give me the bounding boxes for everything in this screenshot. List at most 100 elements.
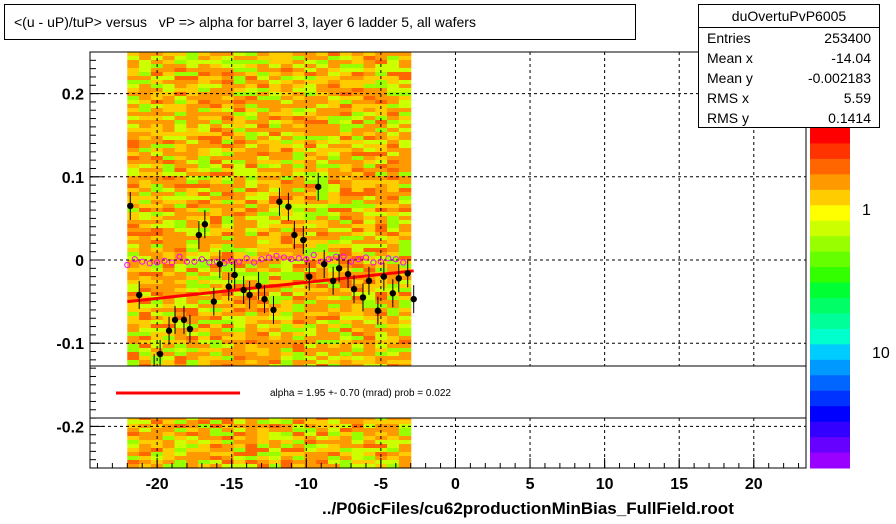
heatmap-cell [221,328,235,333]
heatmap-cell [328,84,341,89]
heatmap-cell [375,92,388,97]
heatmap-cell [387,260,400,265]
heatmap-cell [162,244,176,249]
heatmap-cell [198,80,211,85]
heatmap-cell [316,272,329,277]
heatmap-cell [398,456,412,461]
heatmap-cell [351,192,365,197]
heatmap-cell [174,304,187,309]
heatmap-cell [257,180,270,185]
heatmap-cell [209,324,223,329]
heatmap-cell [162,360,176,365]
heatmap-cell [209,432,223,437]
heatmap-cell [198,176,211,181]
heatmap-cell [269,296,282,301]
heatmap-cell [127,460,140,465]
heatmap-cell [304,104,317,109]
palette-swatch [810,143,850,160]
heatmap-cell [127,440,140,445]
heatmap-cell [387,464,400,469]
heatmap-cell [269,92,282,97]
heatmap-cell [316,88,329,93]
heatmap-cell [387,316,400,321]
heatmap-cell [351,128,365,133]
heatmap-cell [280,324,294,329]
heatmap-cell [139,76,152,81]
heatmap-cell [209,336,223,341]
heatmap-cell [363,136,376,141]
heatmap-cell [174,440,187,445]
heatmap-cell [221,252,235,257]
heatmap-cell [304,228,317,233]
heatmap-cell [245,440,258,445]
heatmap-cell [280,120,294,125]
heatmap-cell [363,236,376,241]
heatmap-cell [328,240,341,245]
data-point [261,295,268,303]
heatmap-cell [209,216,223,221]
heatmap-cell [351,196,365,201]
heatmap-cell [127,220,140,225]
heatmap-cell [245,360,258,365]
heatmap-cell [139,60,152,65]
heatmap-cell [328,440,341,445]
heatmap-cell [162,96,176,101]
heatmap-cell [198,68,211,73]
heatmap-cell [221,148,235,153]
heatmap-cell [209,448,223,453]
data-point [240,286,247,294]
heatmap-cell [351,436,365,441]
heatmap-cell [387,448,400,453]
heatmap-cell [375,312,388,317]
heatmap-cell [387,104,400,109]
heatmap-cell [375,188,388,193]
heatmap-cell [139,184,152,189]
heatmap-cell [245,228,258,233]
heatmap-cell [304,168,317,173]
heatmap-cell [162,120,176,125]
heatmap-cell [233,196,246,201]
heatmap-cell [257,256,270,261]
heatmap-cell [316,136,329,141]
heatmap-cell [351,140,365,145]
heatmap-cell [209,232,223,237]
heatmap-cell [328,204,341,209]
heatmap-cell [280,72,294,77]
heatmap-cell [339,88,353,93]
heatmap-cell [162,176,176,181]
heatmap-cell [280,96,294,101]
heatmap-cell [150,312,164,317]
heatmap-cell [245,240,258,245]
heatmap-cell [269,300,282,305]
heatmap-cell [280,136,294,141]
x-tick-label: 15 [670,476,688,493]
heatmap-cell [245,304,258,309]
heatmap-cell [139,108,152,113]
heatmap-cell [292,244,306,249]
heatmap-cell [127,108,140,113]
heatmap-cell [316,208,329,213]
heatmap-cell [233,448,246,453]
heatmap-cell [186,344,199,349]
heatmap-cell [139,300,152,305]
heatmap-cell [387,252,400,257]
heatmap-cell [198,140,211,145]
heatmap-cell [339,116,353,121]
heatmap-cell [186,456,199,461]
heatmap-cell [245,448,258,453]
heatmap-cell [363,76,376,81]
heatmap-cell [280,228,294,233]
heatmap-cell [127,288,140,293]
heatmap-cell [221,272,235,277]
heatmap-cell [398,292,412,297]
heatmap-cell [280,128,294,133]
heatmap-cell [304,188,317,193]
heatmap-cell [174,360,187,365]
heatmap-cell [198,92,211,97]
heatmap-cell [127,80,140,85]
heatmap-cell [339,236,353,241]
heatmap-cell [221,168,235,173]
grid [90,52,806,468]
heatmap-cell [387,452,400,457]
heatmap-cell [387,200,400,205]
